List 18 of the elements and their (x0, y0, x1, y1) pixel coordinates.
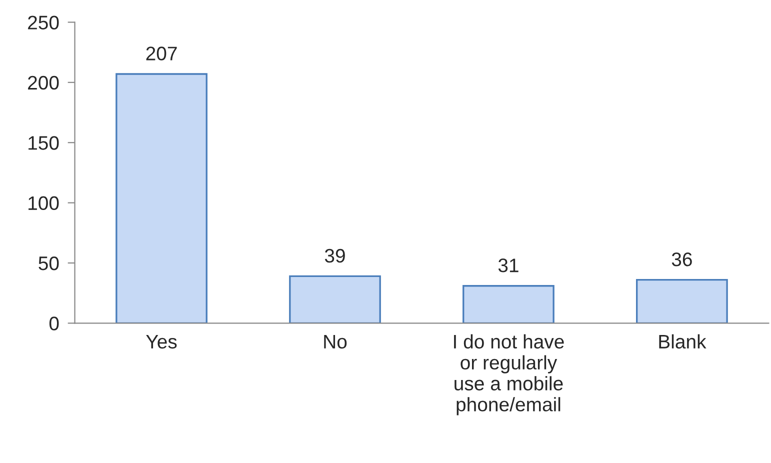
bar (636, 279, 728, 324)
x-tick-label: Yes (146, 335, 177, 349)
data-label: 36 (672, 252, 692, 266)
data-label: 39 (324, 248, 345, 263)
y-tick-label: 100 (28, 196, 59, 210)
data-label: 207 (146, 46, 177, 60)
y-tick-label: 150 (28, 136, 59, 150)
y-tick-label: 200 (28, 76, 59, 90)
y-tick-label: 50 (38, 256, 59, 270)
y-tick-label: 0 (49, 316, 59, 330)
bar (462, 285, 554, 324)
y-tick-label: 250 (28, 16, 59, 30)
x-tick-label: I do not have or regularly use a mobile phone/email (454, 334, 564, 416)
x-tick-label: Blank (659, 334, 706, 349)
data-label: 31 (498, 258, 518, 272)
x-tick-label: No (324, 335, 347, 349)
bar (116, 73, 208, 324)
bar (289, 275, 381, 324)
